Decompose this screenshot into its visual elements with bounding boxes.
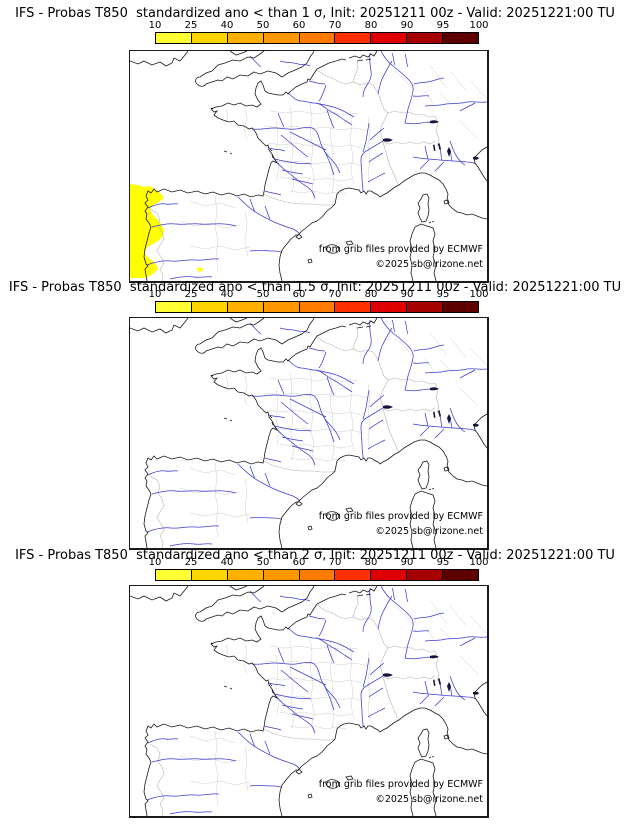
colorbar-tick-label: 100 [469,289,489,300]
colorbar-bar [155,569,479,581]
colorbar-cell [334,33,371,43]
colorbar-cell [406,302,443,312]
colorbar-cell [156,302,191,312]
colorbar-cell [262,302,299,312]
colorbar-cell [226,302,263,312]
colorbar-tick-label: 40 [220,20,234,31]
map-panel-2: from grib files provided by ECMWF ©2025 … [129,317,489,550]
probability-region-10-25 [130,184,203,278]
credit-ecmwf: from grib files provided by ECMWF [318,244,483,255]
colorbar-tick-label: 70 [328,557,342,568]
colorbar-cell [298,33,335,43]
credit-copyright: ©2025 sb@irizone.net [375,794,483,805]
colorbar-tick-label: 10 [148,20,162,31]
colorbar-tick-label: 25 [184,20,198,31]
colorbar-cell [370,570,407,580]
colorbar-cell [262,33,299,43]
colorbar-cell [442,570,479,580]
colorbar-cell [370,302,407,312]
colorbar-tick-label: 10 [148,289,162,300]
colorbar-tick-label: 60 [292,557,306,568]
colorbar-cell [156,33,191,43]
colorbar-tick-label: 80 [364,20,378,31]
map-panel-1: from grib files provided by ECMWF ©2025 … [129,50,489,283]
credit-copyright: ©2025 sb@irizone.net [375,526,483,537]
colorbar-tick-label: 90 [400,557,414,568]
colorbar-tick-label: 95 [436,289,450,300]
map-panel-3: from grib files provided by ECMWF ©2025 … [129,585,489,818]
colorbar-tick-label: 70 [328,20,342,31]
colorbar: 10 25 40 50 60 70 80 90 95 100 [149,289,489,313]
colorbar-cell [156,570,191,580]
colorbar-cell [334,302,371,312]
colorbar-labels: 10 25 40 50 60 70 80 90 95 100 [149,557,489,569]
colorbar-tick-label: 60 [292,289,306,300]
colorbar-cell [298,302,335,312]
colorbar-tick-label: 90 [400,20,414,31]
colorbar-labels: 10 25 40 50 60 70 80 90 95 100 [149,20,489,32]
colorbar-tick-label: 100 [469,557,489,568]
colorbar-bar [155,301,479,313]
colorbar-cell [442,302,479,312]
colorbar-cell [298,570,335,580]
colorbar-cell [262,570,299,580]
colorbar-cell [442,33,479,43]
colorbar-cell [406,33,443,43]
colorbar-tick-label: 40 [220,557,234,568]
colorbar-cell [334,570,371,580]
colorbar-tick-label: 60 [292,20,306,31]
colorbar-cell [226,570,263,580]
colorbar-tick-label: 100 [469,20,489,31]
colorbar-tick-label: 95 [436,557,450,568]
colorbar-cell [406,570,443,580]
credit-ecmwf: from grib files provided by ECMWF [318,511,483,522]
colorbar-tick-label: 10 [148,557,162,568]
colorbar-tick-label: 80 [364,557,378,568]
colorbar: 10 25 40 50 60 70 80 90 95 100 [149,20,489,44]
panel-1-title: IFS - Probas T850 standardized ano < tha… [15,6,615,21]
colorbar-labels: 10 25 40 50 60 70 80 90 95 100 [149,289,489,301]
panel-3-title: IFS - Probas T850 standardized ano < tha… [15,548,615,563]
colorbar-tick-label: 40 [220,289,234,300]
colorbar-cell [190,33,227,43]
colorbar-tick-label: 70 [328,289,342,300]
colorbar-cell [370,33,407,43]
colorbar-cell [190,302,227,312]
colorbar-tick-label: 80 [364,289,378,300]
colorbar-cell [190,570,227,580]
colorbar-tick-label: 25 [184,557,198,568]
credit-ecmwf: from grib files provided by ECMWF [318,779,483,790]
colorbar-tick-label: 90 [400,289,414,300]
colorbar-tick-label: 50 [256,557,270,568]
colorbar: 10 25 40 50 60 70 80 90 95 100 [149,557,489,581]
colorbar-tick-label: 25 [184,289,198,300]
colorbar-bar [155,32,479,44]
colorbar-cell [226,33,263,43]
colorbar-tick-label: 95 [436,20,450,31]
colorbar-tick-label: 50 [256,20,270,31]
credit-copyright: ©2025 sb@irizone.net [375,259,483,270]
panel-2-title: IFS - Probas T850 standardized ano < tha… [8,280,622,295]
colorbar-tick-label: 50 [256,289,270,300]
